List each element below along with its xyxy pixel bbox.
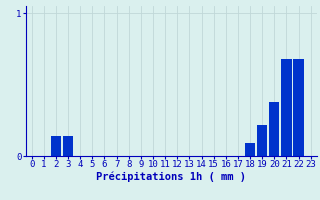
Bar xyxy=(269,102,279,156)
Bar xyxy=(245,143,255,156)
Bar xyxy=(51,136,61,156)
Bar xyxy=(281,59,292,156)
Bar xyxy=(293,59,304,156)
X-axis label: Précipitations 1h ( mm ): Précipitations 1h ( mm ) xyxy=(96,172,246,182)
Bar xyxy=(63,136,73,156)
Bar xyxy=(257,125,267,156)
